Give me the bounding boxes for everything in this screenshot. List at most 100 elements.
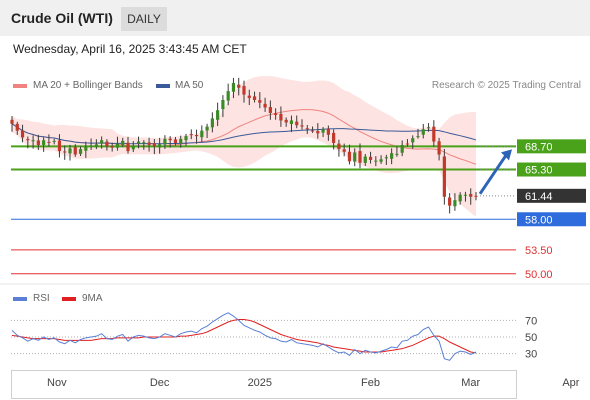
candle-body (89, 145, 93, 148)
candle-body (168, 138, 172, 141)
candle-body (353, 152, 357, 162)
candle-body (73, 147, 77, 155)
x-tick-2025: 2025 (248, 377, 272, 389)
x-tick-Apr: Apr (562, 377, 579, 389)
candle-body (126, 142, 130, 152)
scenario-arrow (478, 154, 508, 195)
candle-body (458, 194, 462, 202)
candle-body (300, 125, 304, 127)
rsi-tick-50: 50 (525, 332, 537, 344)
ma9-legend-swatch (62, 297, 76, 301)
level-tag-68.70 (517, 139, 586, 154)
candle-body (136, 141, 141, 144)
candle-body (295, 121, 299, 126)
candle-body (47, 141, 51, 143)
candle-body (363, 156, 367, 163)
x-tick-Nov: Nov (47, 377, 67, 389)
candle-body (26, 139, 30, 141)
candle-body (384, 157, 388, 159)
candle-body (337, 143, 341, 150)
level-tag-61.44 (517, 188, 586, 203)
level-tag-58.00 (517, 212, 586, 227)
candle-body (110, 146, 114, 148)
candle-body (231, 82, 236, 92)
candle-body (147, 142, 151, 145)
candle-body (268, 107, 272, 113)
candle-body (453, 200, 457, 207)
candle-body (321, 129, 325, 133)
candle-body (194, 134, 199, 137)
candle-body (474, 195, 478, 197)
level-label-65.30: 65.30 (525, 165, 553, 177)
candle-body (42, 140, 46, 145)
candle-body (121, 140, 125, 145)
candle-body (105, 141, 109, 147)
candle-body (368, 156, 373, 160)
scenario-arrowhead (501, 149, 512, 161)
candle-body (216, 110, 220, 120)
candle-body (416, 136, 420, 138)
candle-body (405, 143, 410, 145)
candle-body (426, 127, 431, 129)
candle-body (200, 130, 204, 138)
ma50-legend-swatch (156, 84, 170, 88)
timeframe-button[interactable]: DAILY (121, 7, 167, 31)
candle-body (247, 95, 251, 98)
candle-body (421, 129, 425, 135)
level-label-61.44: 61.44 (525, 191, 553, 203)
candle-body (205, 126, 209, 131)
candle-body (432, 126, 436, 142)
candle-body (84, 147, 88, 151)
instrument-title: Crude Oil (WTI) (11, 10, 113, 26)
candle-body (463, 194, 468, 196)
rsi-tick-30: 30 (525, 349, 537, 361)
candle-body (305, 128, 309, 130)
header-bar (0, 0, 590, 36)
candle-body (332, 132, 336, 143)
candle-body (100, 140, 104, 144)
level-tag-65.30 (517, 162, 586, 177)
candle-body (163, 138, 167, 145)
candle-body (469, 193, 473, 197)
level-label-58.00: 58.00 (525, 214, 553, 226)
rsi-tick-70: 70 (525, 315, 537, 327)
candle-body (400, 144, 404, 153)
ma9-legend-label: 9MA (82, 293, 103, 304)
candle-body (20, 130, 25, 138)
candle-body (142, 142, 146, 144)
candle-body (184, 136, 188, 141)
candle-body (15, 123, 19, 131)
candle-body (221, 100, 225, 110)
candle-body (411, 138, 415, 143)
candle-body (210, 118, 214, 128)
credit-label: Research © 2025 Trading Central (431, 80, 581, 91)
candle-body (448, 197, 452, 206)
candle-body (152, 143, 156, 147)
rsi-legend-label: RSI (33, 293, 50, 304)
candle-body (10, 119, 14, 124)
x-tick-Dec: Dec (150, 377, 170, 389)
candle-body (242, 85, 246, 95)
candle-body (173, 139, 178, 143)
candle-body (442, 156, 446, 197)
candle-body (379, 159, 383, 162)
candle-body (374, 160, 378, 162)
candle-body (237, 84, 241, 88)
candle-body (274, 113, 278, 115)
time-axis-frame (11, 370, 517, 399)
candle-body (52, 140, 56, 142)
candle-body (179, 138, 183, 144)
candle-body (395, 153, 399, 155)
candle-body (284, 119, 288, 123)
level-label-53.50: 53.50 (525, 245, 553, 257)
candle-body (263, 103, 267, 108)
candle-body (115, 143, 120, 148)
x-tick-Feb: Feb (361, 377, 380, 389)
datetime-label: Wednesday, April 16, 2025 3:43:45 AM CET (13, 42, 247, 56)
candle-body (68, 148, 72, 154)
candle-body (131, 145, 135, 150)
rsi-ma-line (11, 319, 477, 354)
candle-body (258, 100, 262, 103)
rsi-legend-swatch (13, 297, 27, 301)
